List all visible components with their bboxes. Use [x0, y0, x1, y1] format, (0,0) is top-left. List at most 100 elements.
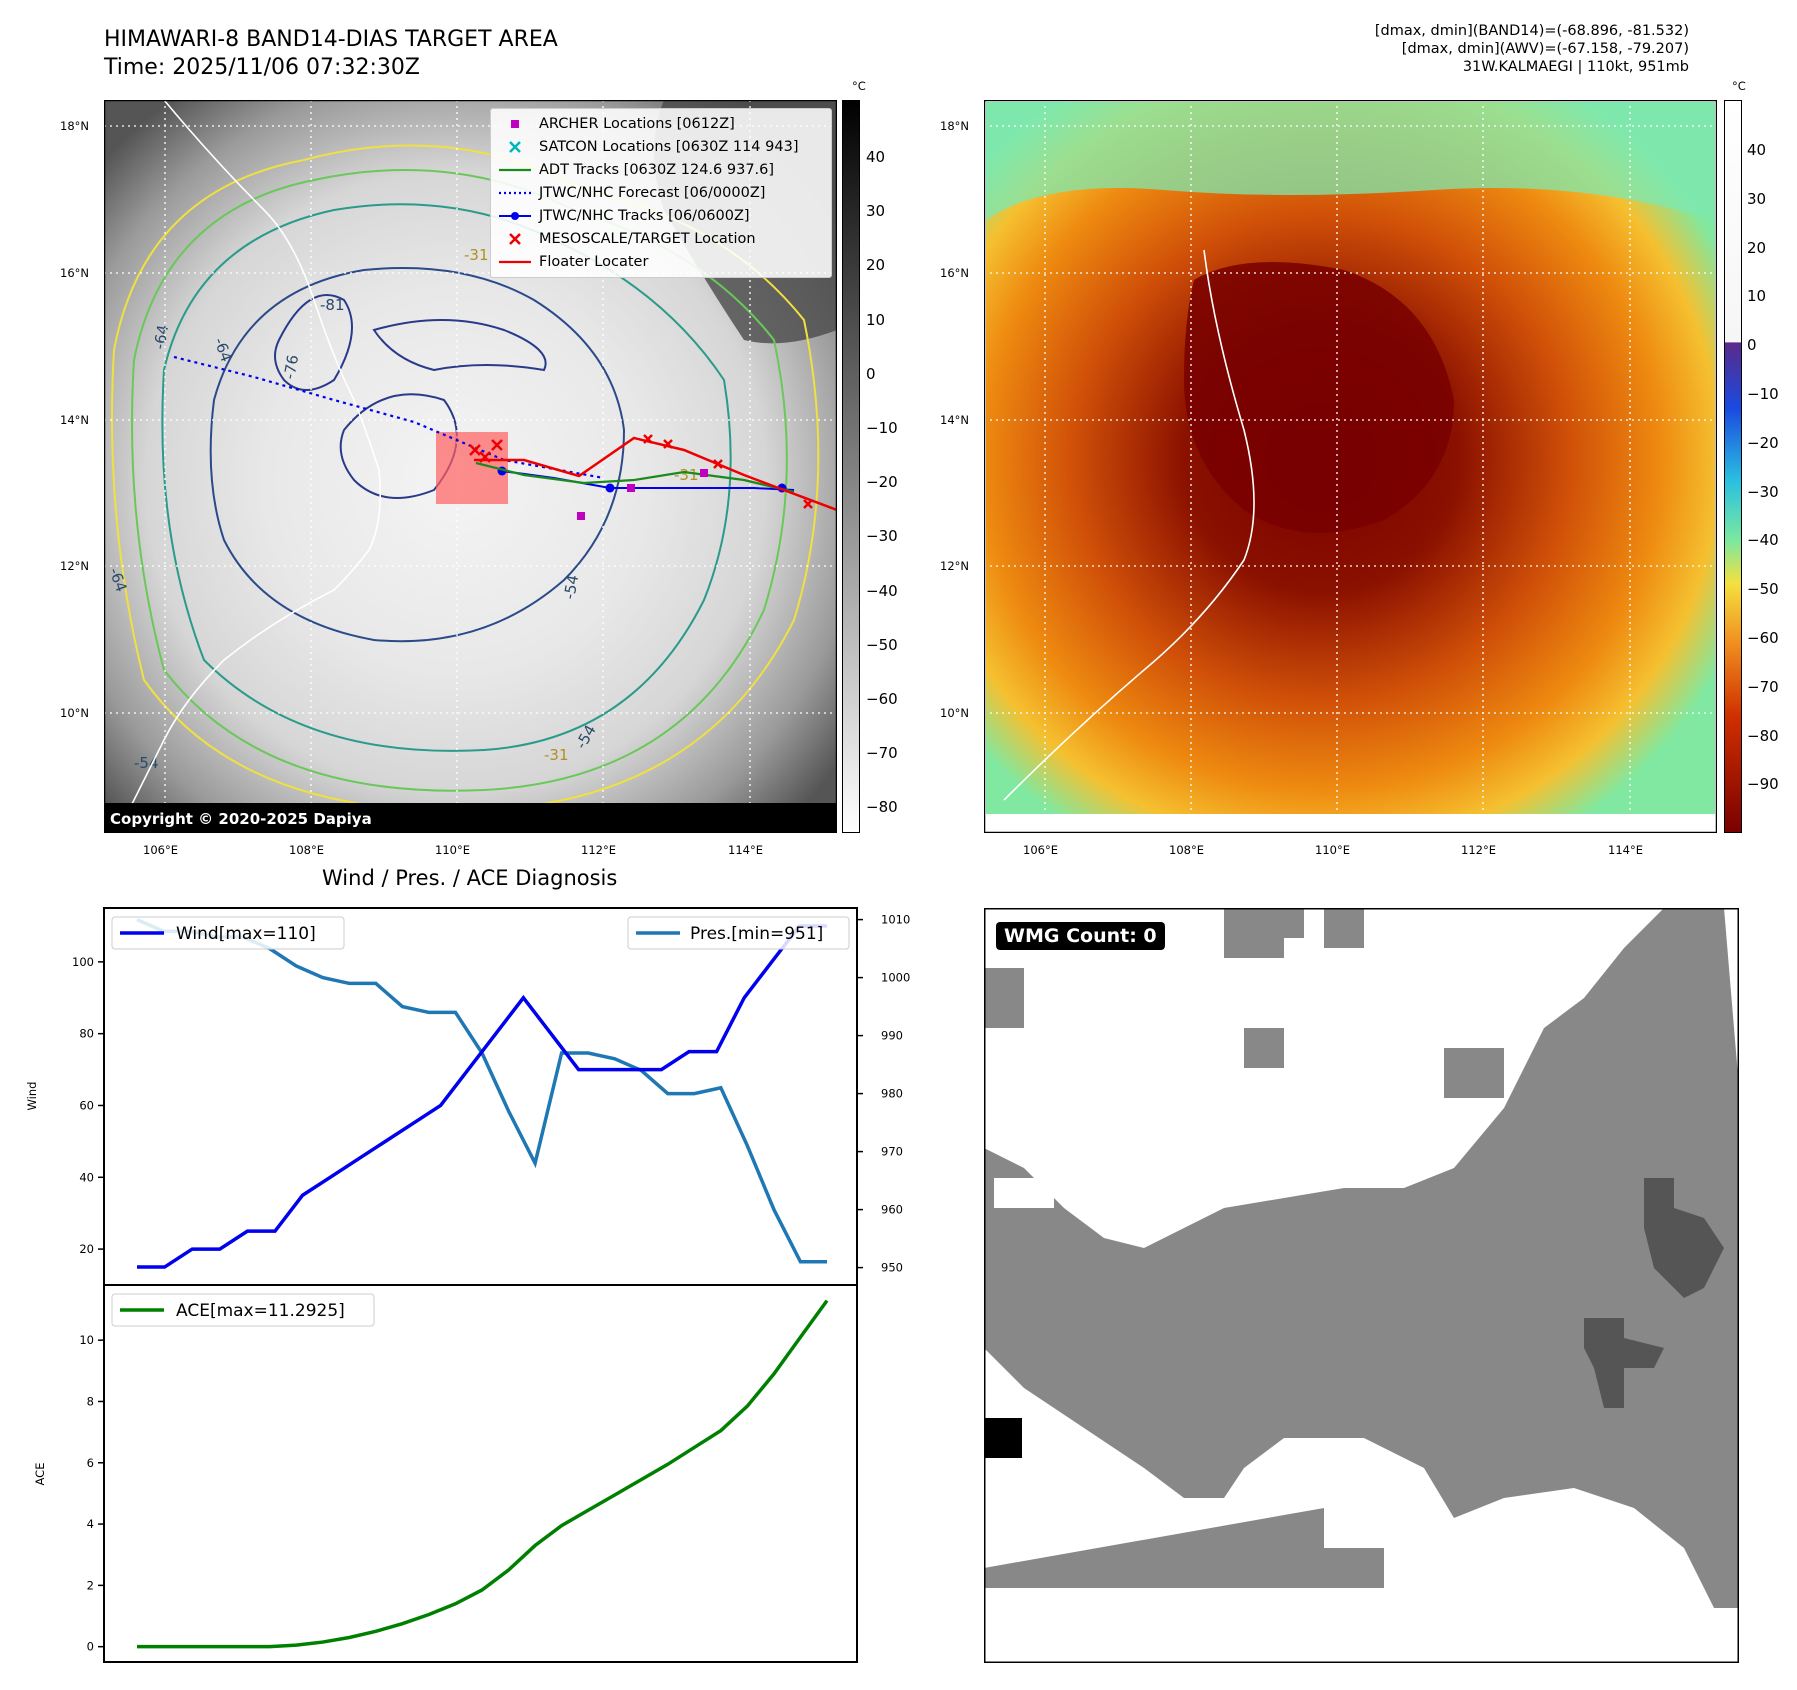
- legend-label: ARCHER Locations [0612Z]: [539, 116, 735, 132]
- contour-label: -31: [464, 246, 489, 264]
- colorbar-tick-label: −70: [1747, 677, 1779, 696]
- pres-tick-label: 980: [881, 1087, 903, 1101]
- contour-yellow: [111, 144, 820, 812]
- contour-label: -31: [544, 746, 569, 764]
- pres-tick-label: 1010: [881, 913, 910, 927]
- colorbar-tick-label: −40: [1747, 531, 1779, 550]
- wind-line: [137, 924, 827, 1269]
- lon-tick-label: 114°E: [1608, 843, 1643, 857]
- lon-tick-label: 108°E: [289, 843, 324, 857]
- ace-tick-label: 6: [87, 1456, 94, 1470]
- floater-track: [474, 436, 837, 512]
- map-legend: ARCHER Locations [0612Z] SATCON Locations…: [490, 108, 832, 278]
- contour-label: -54: [134, 754, 159, 772]
- diagnosis-title: Wind / Pres. / ACE Diagnosis: [322, 866, 618, 890]
- info-storm: 31W.KALMAEGI | 110kt, 951mb: [1462, 59, 1689, 75]
- legend-label: JTWC/NHC Forecast [06/0000Z]: [539, 185, 766, 201]
- ace-tick-label: 2: [87, 1578, 94, 1592]
- colorbar-tick-label: −30: [1747, 482, 1779, 501]
- legend-swatch: [509, 233, 521, 245]
- lon-tick-label: 114°E: [728, 843, 763, 857]
- pres-tick-label: 1000: [881, 971, 910, 985]
- info-awv: [dmax, dmin](AWV)=(-67.158, -79.207): [1401, 41, 1689, 57]
- legend-label: ADT Tracks [0630Z 124.6 937.6]: [539, 162, 775, 178]
- contour-label: -31: [674, 466, 699, 484]
- wind-tick-label: 20: [79, 1242, 94, 1256]
- pres-legend-box: [627, 916, 850, 950]
- colorbar-tick-label: −80: [866, 798, 898, 817]
- coastline: [123, 100, 382, 821]
- lat-tick-label: 12°N: [940, 559, 969, 573]
- chart-title: HIMAWARI-8 BAND14-DIAS TARGET AREA: [104, 27, 558, 52]
- awv-map: [984, 100, 1717, 833]
- copyright: Copyright © 2020-2025 Dapiya: [110, 810, 372, 828]
- legend-item: ADT Tracks [0630Z 124.6 937.6]: [497, 159, 825, 182]
- legend-item: JTWC/NHC Forecast [06/0000Z]: [497, 182, 825, 205]
- wmg-black-cell: [984, 1418, 1022, 1458]
- colorbar-tick-label: 0: [1747, 336, 1757, 355]
- legend-swatch: [499, 191, 531, 195]
- ace-frame: [103, 1284, 858, 1663]
- ace-legend-label: ACE[max=11.2925]: [176, 1301, 345, 1321]
- colorbar-tick-label: 20: [1747, 238, 1767, 257]
- contour-band: [372, 319, 547, 372]
- pres-tick-label: 950: [881, 1261, 903, 1275]
- lon-tick-label: 110°E: [435, 843, 470, 857]
- legend-label: JTWC/NHC Tracks [06/0600Z]: [539, 208, 750, 224]
- legend-item: MESOSCALE/TARGET Location: [497, 228, 825, 251]
- wmg-dark-cells: [1584, 1178, 1724, 1408]
- awv-frame: [984, 100, 1717, 833]
- legend-item: JTWC/NHC Tracks [06/0600Z]: [497, 205, 825, 228]
- wind-legend-label: Wind[max=110]: [176, 924, 316, 944]
- legend-swatch: [509, 141, 521, 153]
- pres-tick-label: 960: [881, 1203, 903, 1217]
- lat-tick-label: 14°N: [60, 413, 89, 427]
- pres-tick-label: 990: [881, 1029, 903, 1043]
- colorbar-tick-label: 40: [866, 148, 886, 166]
- lon-tick-label: 106°E: [1023, 843, 1058, 857]
- wind-tick-label: 100: [72, 955, 94, 969]
- colorbar-tick-label: −50: [1747, 580, 1779, 599]
- ace-legend-box: [111, 1293, 375, 1327]
- legend-item: ARCHER Locations [0612Z]: [497, 113, 825, 136]
- colorbar-tick-label: 30: [1747, 189, 1767, 208]
- colorbar-tick-label: 40: [1747, 141, 1767, 159]
- info-block: [dmax, dmin](BAND14)=(-68.896, -81.532) …: [989, 22, 1689, 76]
- archer-markers: [577, 469, 708, 520]
- lat-tick-label: 18°N: [60, 119, 89, 133]
- contour-label: -54: [560, 573, 582, 600]
- lon-tick-label: 110°E: [1315, 843, 1350, 857]
- contour-navy: [209, 267, 626, 643]
- colorbar-tick-label: −70: [866, 744, 898, 763]
- legend-item: SATCON Locations [0630Z 114 943]: [497, 136, 825, 159]
- ace-tick-label: 8: [87, 1394, 94, 1408]
- awv-gridlines: [984, 100, 1717, 833]
- lat-tick-label: 16°N: [60, 266, 89, 280]
- lat-tick-label: 10°N: [940, 706, 969, 720]
- awv-colorbar-unit: °C: [1732, 79, 1746, 93]
- legend-swatch: [499, 260, 531, 264]
- wmg-count-badge: WMG Count: 0: [996, 922, 1165, 950]
- diagnosis-chart: 1008060402010101000990980970960950WindPr…: [25, 907, 910, 1663]
- wind-tick-label: 80: [79, 1027, 94, 1041]
- colorbar-tick-label: 10: [866, 310, 886, 329]
- colorbar-tick-label: −20: [1747, 433, 1779, 452]
- lat-tick-label: 18°N: [940, 119, 969, 133]
- colorbar-tick-label: −60: [866, 690, 898, 708]
- wind-pres-frame: [103, 907, 858, 1286]
- pres-tick-label: 970: [881, 1145, 903, 1159]
- colorbar-tick-label: −10: [866, 419, 898, 437]
- lon-tick-label: 112°E: [581, 843, 616, 857]
- legend-label: MESOSCALE/TARGET Location: [539, 231, 756, 247]
- colorbar-tick-label: −50: [866, 635, 898, 654]
- colorbar-tick-label: −20: [866, 473, 898, 492]
- lon-tick-label: 112°E: [1461, 843, 1496, 857]
- mesoscale-markers: [469, 434, 813, 509]
- wind-legend-box: [111, 916, 345, 950]
- legend-swatch: [511, 120, 519, 128]
- contour-green: [131, 169, 788, 792]
- colorbar-tick-label: −60: [1747, 629, 1779, 647]
- contour-label: -64: [150, 323, 172, 350]
- pressure-line: [136, 917, 827, 1264]
- lat-tick-label: 16°N: [940, 266, 969, 280]
